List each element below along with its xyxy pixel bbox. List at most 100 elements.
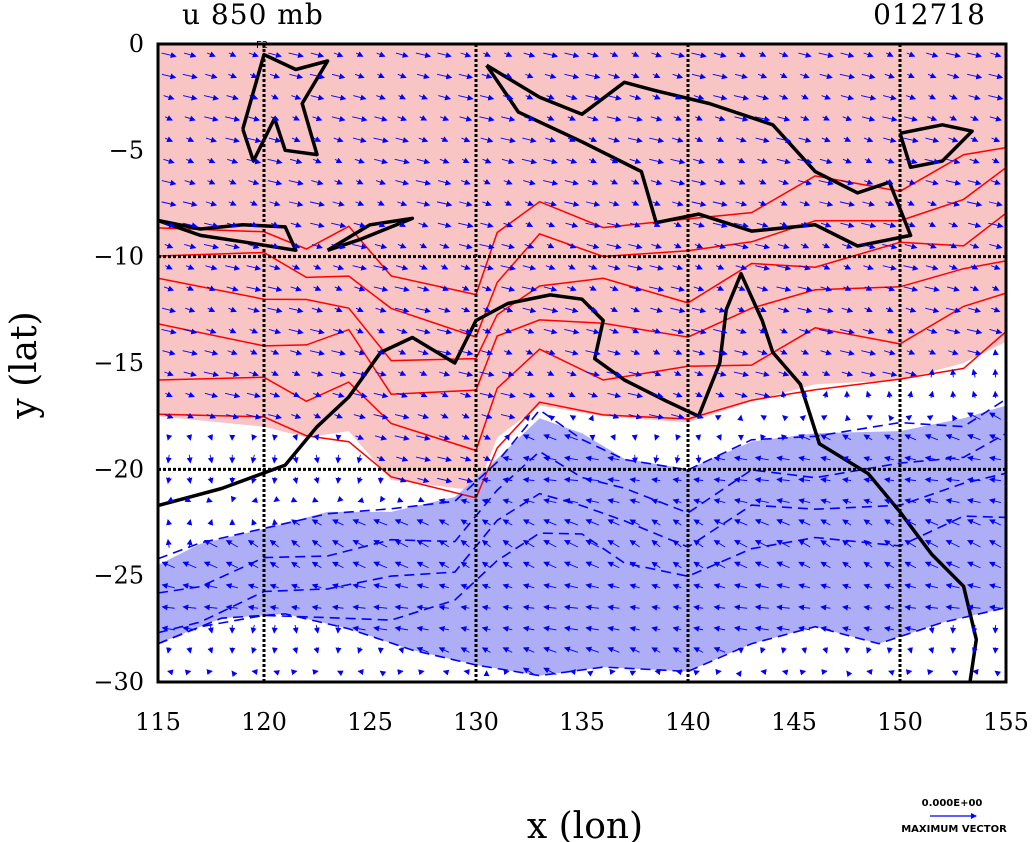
- wind-vector: [206, 413, 217, 419]
- wind-vector: [758, 200, 767, 206]
- wind-vector: [543, 328, 558, 335]
- wind-vector: [736, 328, 747, 334]
- wind-vector: [225, 583, 238, 589]
- wind-vector: [650, 179, 663, 186]
- wind-vector: [182, 201, 198, 207]
- wind-vector: [631, 434, 638, 441]
- wind-vector: [629, 477, 640, 483]
- wind-vector: [440, 285, 449, 292]
- wind-vector: [629, 625, 640, 632]
- wind-vector: [459, 328, 473, 335]
- wind-vector: [607, 476, 620, 483]
- wind-vector: [166, 518, 173, 526]
- wind-vector: [440, 391, 449, 398]
- wind-vector: [907, 647, 913, 654]
- wind-vector: [273, 496, 280, 503]
- wind-vector: [228, 200, 237, 206]
- coastline-segment: [326, 216, 415, 252]
- wind-vector: [267, 307, 283, 314]
- wind-vector: [819, 201, 834, 207]
- wind-vector: [373, 137, 389, 144]
- wind-vector: [523, 414, 531, 422]
- wind-vector: [801, 93, 809, 100]
- wind-vector: [288, 179, 304, 186]
- wind-vector: [967, 349, 982, 356]
- wind-vector: [502, 94, 514, 101]
- wind-vector: [966, 328, 983, 335]
- wind-vector: [631, 179, 640, 185]
- wind-vector: [820, 221, 832, 228]
- x-tick-label: 135: [559, 708, 605, 736]
- wind-vector: [204, 349, 219, 356]
- wind-vector: [800, 242, 810, 249]
- wind-vector: [970, 115, 979, 121]
- wind-vector: [776, 286, 792, 292]
- wind-vector: [694, 370, 704, 377]
- wind-vector: [607, 583, 620, 590]
- wind-vector: [733, 583, 748, 589]
- wind-vector: [693, 604, 704, 611]
- wind-vector: [268, 413, 282, 420]
- wind-vector: [458, 222, 474, 229]
- wind-vector: [227, 349, 238, 356]
- wind-vector: [863, 434, 873, 441]
- wind-vector: [438, 604, 449, 611]
- wind-vector: [885, 178, 894, 185]
- wind-vector: [521, 286, 538, 293]
- wind-vector: [713, 52, 727, 58]
- wind-vector: [586, 371, 600, 377]
- wind-vector: [397, 72, 407, 79]
- wind-vectors: [161, 51, 1004, 678]
- wind-vector: [352, 540, 366, 548]
- wind-vector: [862, 200, 876, 207]
- wind-vector: [648, 413, 665, 420]
- wind-vector: [820, 455, 831, 462]
- wind-vector: [822, 115, 830, 121]
- wind-vector: [292, 434, 298, 441]
- wind-vector: [563, 604, 578, 611]
- wind-vector: [904, 519, 917, 526]
- wind-vector: [797, 286, 813, 292]
- vector-legend: 0.000E+00 MAXIMUM VECTOR: [901, 798, 1007, 835]
- wind-vector: [395, 137, 409, 143]
- wind-vector: [312, 496, 319, 503]
- wind-vector: [503, 349, 513, 355]
- wind-vector: [439, 370, 451, 377]
- wind-vector: [417, 285, 430, 292]
- wind-vector: [417, 413, 430, 420]
- wind-vector: [522, 307, 537, 314]
- wind-vector: [481, 583, 491, 590]
- wind-vector: [672, 647, 682, 653]
- wind-vector: [588, 306, 598, 313]
- wind-vector: [247, 307, 260, 313]
- wind-vector: [331, 115, 346, 122]
- x-tick-label: 140: [665, 708, 711, 736]
- wind-vector: [839, 201, 856, 207]
- wind-vector: [418, 94, 428, 100]
- wind-vector: [736, 136, 747, 143]
- wind-vector: [163, 94, 175, 101]
- wind-vector: [542, 307, 559, 314]
- wind-vector: [670, 286, 685, 292]
- wind-vector: [182, 94, 198, 101]
- wind-vector: [482, 328, 492, 334]
- wind-vector: [353, 413, 366, 420]
- wind-vector: [460, 647, 470, 653]
- wind-vector: [291, 539, 301, 548]
- wind-vector: [543, 434, 557, 441]
- wind-vector: [397, 115, 408, 122]
- negative-contour: [158, 398, 1006, 560]
- wind-vector: [652, 221, 661, 227]
- wind-vector: [777, 307, 790, 313]
- wind-vector: [458, 94, 474, 101]
- wind-vector: [589, 285, 597, 291]
- negative-contour: [158, 515, 1006, 645]
- wind-vector: [882, 371, 898, 378]
- wind-vector: [883, 349, 896, 356]
- wind-vector: [713, 519, 726, 526]
- wind-vector: [712, 222, 728, 229]
- wind-vector: [290, 158, 303, 165]
- wind-vector: [629, 604, 640, 611]
- wind-vector: [797, 179, 813, 186]
- wind-vector: [967, 52, 982, 59]
